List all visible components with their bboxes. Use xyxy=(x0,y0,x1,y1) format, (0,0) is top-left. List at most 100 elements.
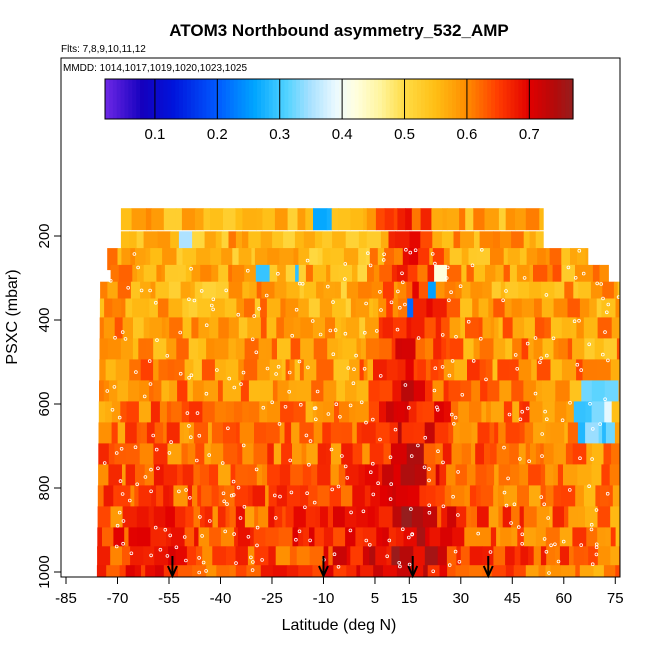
flights-note: Flts: 7,8,9,10,11,12 xyxy=(61,44,146,55)
colorbar-segment xyxy=(393,79,399,119)
heatmap-cell xyxy=(331,208,339,231)
heatmap-cell xyxy=(407,264,418,287)
sample-marker xyxy=(458,284,463,289)
sample-marker xyxy=(361,509,366,514)
heatmap-cell xyxy=(498,317,504,340)
heatmap-cell xyxy=(545,464,554,487)
sample-marker xyxy=(451,421,456,426)
sample-marker xyxy=(113,335,117,340)
data-markers xyxy=(102,247,620,575)
heatmap-cell xyxy=(146,338,154,361)
colorbar-segment xyxy=(303,79,309,119)
sample-marker xyxy=(254,467,259,472)
colorbar-segment xyxy=(456,79,461,119)
heatmap-cell xyxy=(212,546,227,569)
sample-marker xyxy=(566,265,571,270)
heatmap-cell xyxy=(569,380,582,403)
heatmap-cell xyxy=(489,422,495,445)
heatmap-cell xyxy=(477,422,491,445)
sample-marker xyxy=(410,532,414,537)
sample-marker xyxy=(547,571,551,575)
colorbar-segment xyxy=(218,79,223,119)
heatmap-cell xyxy=(248,380,261,403)
heatmap-cell xyxy=(494,422,499,445)
sample-marker xyxy=(223,529,228,534)
heatmap-cell xyxy=(225,401,235,424)
heatmap-cell xyxy=(150,527,160,550)
heatmap-cell xyxy=(323,380,337,403)
sample-marker xyxy=(456,470,460,474)
heatmap-cell xyxy=(557,443,567,466)
heatmap-cell xyxy=(583,317,599,340)
x-axis-label: Latitude (deg N) xyxy=(282,617,397,634)
sample-marker xyxy=(379,308,383,312)
sample-marker xyxy=(600,352,605,357)
heatmap-cell xyxy=(557,464,564,487)
heatmap-cell xyxy=(469,485,477,508)
sample-marker xyxy=(527,459,531,464)
heatmap-cell xyxy=(416,527,426,550)
heatmap-cell xyxy=(315,506,321,529)
sample-marker xyxy=(278,494,282,499)
sample-marker xyxy=(603,330,607,334)
heatmap-cell xyxy=(370,485,381,508)
heatmap-cell xyxy=(530,443,537,466)
heatmap-cell xyxy=(298,527,304,550)
heatmap-cell xyxy=(324,565,334,577)
heatmap-cell xyxy=(373,264,380,287)
colorbar-segment xyxy=(381,79,387,119)
heatmap-cell xyxy=(117,422,126,445)
heatmap-cell xyxy=(367,264,375,287)
heatmap-cell xyxy=(569,546,575,569)
sample-marker xyxy=(501,298,505,303)
heatmap-cell xyxy=(202,546,213,569)
sample-marker xyxy=(342,277,347,281)
heatmap-cell xyxy=(237,443,243,466)
heatmap-cell xyxy=(459,422,472,445)
heatmap-cell xyxy=(132,264,138,287)
chart-title: ATOM3 Northbound asymmetry_532_AMP xyxy=(169,21,508,40)
heatmap-cell xyxy=(538,565,546,577)
heatmap-cell xyxy=(519,464,529,487)
heatmap-cell xyxy=(355,527,364,550)
heatmap-cell xyxy=(210,208,224,231)
heatmap-cell xyxy=(97,506,111,529)
heatmap-cell xyxy=(256,281,262,304)
heatmap-cell xyxy=(157,298,169,321)
heatmap-cell xyxy=(572,338,585,361)
heatmap-cell xyxy=(199,464,210,487)
heatmap-cell xyxy=(447,506,457,529)
sample-marker xyxy=(153,525,158,530)
heatmap-cell xyxy=(435,443,444,466)
sample-marker xyxy=(533,336,538,340)
heatmap-cell xyxy=(254,422,267,445)
heatmap-cell xyxy=(345,231,360,254)
colorbar-segment xyxy=(374,79,379,119)
sample-marker xyxy=(147,359,152,363)
y-tick-label: 800 xyxy=(36,475,53,500)
heatmap-cell xyxy=(534,317,545,340)
heatmap-cell xyxy=(258,338,267,361)
heatmap-cell xyxy=(425,380,433,403)
sample-marker xyxy=(177,489,181,494)
sample-marker xyxy=(540,432,544,436)
heatmap-cell xyxy=(406,317,412,340)
heatmap-cell xyxy=(305,506,317,529)
heatmap-cell xyxy=(366,208,377,231)
heatmap-cell xyxy=(214,359,227,382)
heatmap-cell xyxy=(276,317,285,340)
heatmap-cell xyxy=(100,281,108,304)
heatmap-cell xyxy=(356,565,361,577)
heatmap-cell xyxy=(388,527,397,550)
colorbar-segment xyxy=(237,79,243,119)
heatmap-cell xyxy=(242,401,249,424)
heatmap-cell xyxy=(299,422,315,445)
heatmap-cell xyxy=(293,401,307,424)
heatmap-cells xyxy=(96,208,626,577)
heatmap-cell xyxy=(471,443,476,466)
heatmap-cell xyxy=(132,298,147,321)
heatmap-cell xyxy=(111,422,119,445)
heatmap-cell xyxy=(620,485,626,507)
heatmap-cell xyxy=(235,231,243,254)
heatmap-cell xyxy=(329,359,334,382)
